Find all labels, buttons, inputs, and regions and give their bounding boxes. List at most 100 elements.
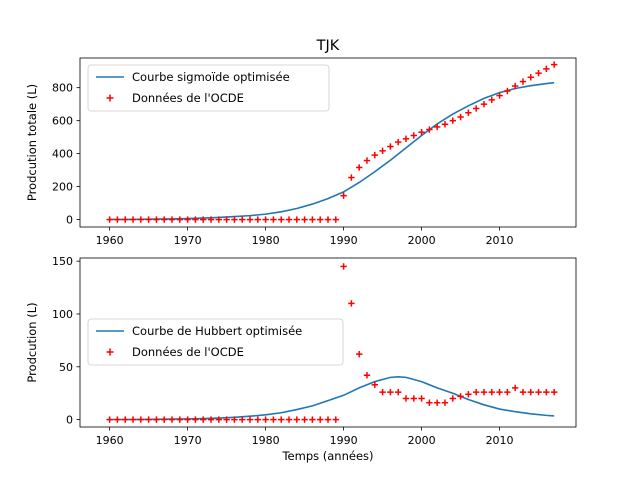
data-point <box>293 416 301 423</box>
data-point <box>519 78 527 85</box>
series-data-0 <box>106 61 558 223</box>
x-tick-label: 2010 <box>486 234 514 247</box>
axes-frame <box>79 57 577 228</box>
data-point <box>254 216 262 223</box>
data-point <box>239 216 246 223</box>
data-point <box>231 416 238 423</box>
x-tick-label: 1970 <box>174 234 202 247</box>
data-point <box>441 399 449 406</box>
data-point <box>106 216 113 223</box>
data-point <box>262 216 269 223</box>
data-point <box>200 416 207 423</box>
data-point <box>309 216 316 223</box>
data-point <box>332 416 339 423</box>
data-point <box>519 388 527 396</box>
data-point <box>184 416 191 423</box>
data-point <box>278 416 285 423</box>
data-point <box>472 105 480 112</box>
bottom-panel: 1960 1970 1980 1990 2000 2010 0 50 100 150 Prodcut… <box>25 255 577 463</box>
x-tick-label: 1990 <box>330 234 358 247</box>
data-point <box>285 216 293 223</box>
data-point <box>371 381 378 388</box>
data-point <box>511 384 519 392</box>
data-point <box>254 416 262 423</box>
data-point <box>418 128 425 136</box>
data-point <box>114 216 121 223</box>
x-axis-label: Temps (années) <box>281 449 373 463</box>
data-point <box>168 216 176 223</box>
data-point <box>394 388 402 396</box>
legend-box <box>87 64 330 112</box>
model-line <box>109 81 555 221</box>
data-point <box>137 216 145 223</box>
data-point <box>433 123 441 131</box>
data-point <box>480 388 488 396</box>
data-point <box>527 74 534 81</box>
data-point <box>262 416 269 423</box>
data-point <box>332 216 339 223</box>
y-tick-label: 150 <box>52 255 73 268</box>
data-point <box>363 372 371 379</box>
data-point <box>363 157 371 164</box>
data-point <box>239 416 246 423</box>
data-point <box>317 216 324 223</box>
axes-frame <box>79 257 577 428</box>
data-point <box>285 416 293 423</box>
data-point <box>457 393 464 400</box>
data-point <box>153 216 160 223</box>
data-point <box>387 388 394 396</box>
data-point <box>496 92 503 99</box>
data-point <box>379 388 386 396</box>
data-point <box>192 416 199 423</box>
data-point <box>465 391 472 398</box>
data-point <box>535 388 542 396</box>
data-point <box>457 113 464 121</box>
data-point <box>168 416 176 423</box>
data-point <box>207 416 215 423</box>
y-tick-label: 800 <box>52 82 73 95</box>
data-point <box>301 216 308 223</box>
y-axis-label: Prodcution totale (L) <box>25 84 39 201</box>
y-tick-label: 200 <box>52 181 73 194</box>
data-point <box>340 192 347 199</box>
data-point <box>543 65 550 73</box>
figure-title: TJK <box>316 38 340 54</box>
data-point <box>496 388 503 396</box>
x-tick-label: 1980 <box>252 234 280 247</box>
data-point <box>418 395 425 402</box>
data-point <box>122 416 129 423</box>
data-point <box>465 109 472 116</box>
data-point <box>511 82 519 90</box>
data-point <box>184 216 191 223</box>
x-tick-label: 2010 <box>486 434 514 447</box>
y-tick-label: 400 <box>52 148 73 161</box>
y-tick-label: 0 <box>66 414 73 427</box>
x-tick-label: 1960 <box>96 234 124 247</box>
data-point <box>129 416 137 423</box>
data-point <box>215 416 223 423</box>
data-point <box>410 132 417 139</box>
x-tick-label: 1980 <box>252 434 280 447</box>
data-point <box>145 416 152 423</box>
data-point <box>480 100 488 108</box>
data-point <box>122 216 129 223</box>
legend: Courbe sigmoïde optimisée Données de l'OC… <box>87 64 330 112</box>
legend-label: Données de l'OCDE <box>132 345 244 359</box>
data-point <box>371 151 378 159</box>
data-point <box>433 399 441 406</box>
data-point <box>527 388 534 396</box>
data-point <box>348 300 355 307</box>
data-point <box>402 135 410 142</box>
data-point <box>394 138 402 146</box>
data-point <box>402 395 410 402</box>
data-point <box>246 216 254 223</box>
data-point <box>504 87 511 95</box>
series-data-1 <box>106 263 558 423</box>
data-point <box>387 143 394 150</box>
data-point <box>550 388 558 396</box>
data-point <box>488 388 495 396</box>
data-point <box>231 216 238 223</box>
data-point <box>137 416 145 423</box>
data-point <box>301 416 308 423</box>
